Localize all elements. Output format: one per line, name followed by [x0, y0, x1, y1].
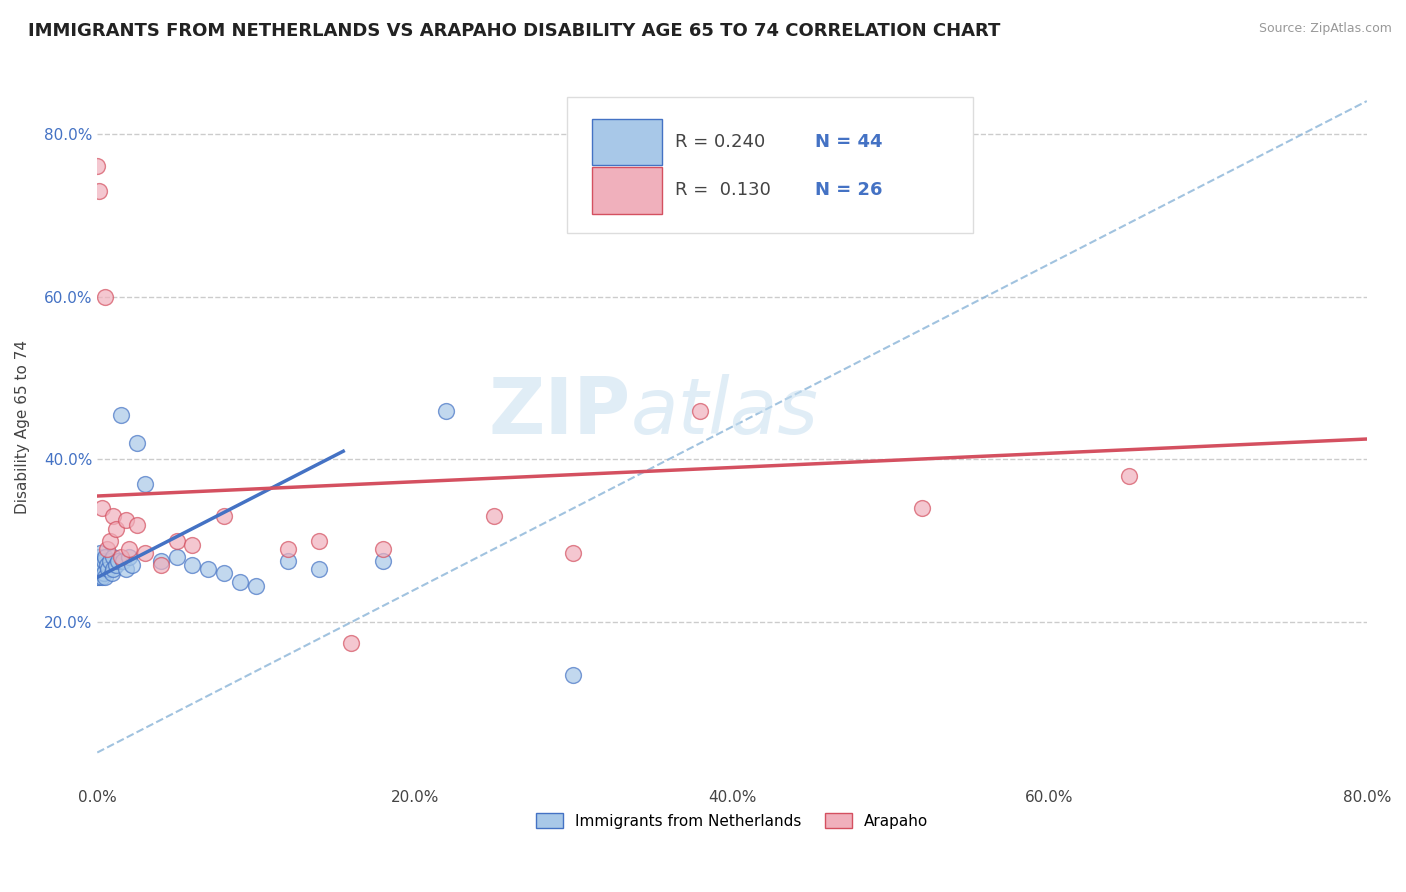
Point: [97, 562, 120, 576]
Point: [87, 570, 110, 584]
Point: [98, 554, 121, 568]
Point: [101, 550, 124, 565]
Point: [87, 184, 110, 198]
Text: atlas: atlas: [630, 375, 818, 450]
Point: [96, 558, 118, 573]
Point: [86, 570, 108, 584]
Point: [245, 578, 267, 592]
Point: [1118, 468, 1140, 483]
Point: [87, 562, 110, 576]
Point: [911, 501, 934, 516]
Point: [434, 403, 457, 417]
Point: [93, 554, 115, 568]
Point: [94, 550, 117, 565]
Point: [89, 566, 111, 581]
Point: [121, 558, 143, 573]
Point: [229, 574, 252, 589]
Text: IMMIGRANTS FROM NETHERLANDS VS ARAPAHO DISABILITY AGE 65 TO 74 CORRELATION CHART: IMMIGRANTS FROM NETHERLANDS VS ARAPAHO D…: [28, 22, 1001, 40]
Point: [166, 550, 188, 565]
Point: [114, 562, 136, 576]
Point: [91, 558, 114, 573]
Point: [86, 558, 108, 573]
Point: [100, 566, 122, 581]
Point: [149, 554, 172, 568]
Legend: Immigrants from Netherlands, Arapaho: Immigrants from Netherlands, Arapaho: [530, 806, 935, 835]
Point: [110, 550, 132, 565]
Point: [308, 562, 330, 576]
Point: [134, 546, 156, 560]
Point: [111, 554, 134, 568]
Point: [91, 501, 114, 516]
Point: [371, 554, 394, 568]
Text: ZIP: ZIP: [488, 375, 630, 450]
Point: [197, 562, 219, 576]
Point: [125, 436, 148, 450]
Point: [181, 538, 204, 552]
Point: [89, 546, 111, 560]
Point: [87, 558, 110, 573]
Point: [134, 476, 156, 491]
Point: [181, 558, 204, 573]
Point: [107, 554, 129, 568]
Point: [340, 635, 363, 649]
Point: [149, 558, 172, 573]
Point: [101, 509, 124, 524]
Point: [482, 509, 505, 524]
FancyBboxPatch shape: [592, 119, 662, 165]
Point: [105, 522, 128, 536]
Point: [562, 668, 585, 682]
Text: Source: ZipAtlas.com: Source: ZipAtlas.com: [1258, 22, 1392, 36]
Point: [105, 558, 128, 573]
Point: [562, 546, 585, 560]
Point: [91, 570, 114, 584]
Y-axis label: Disability Age 65 to 74: Disability Age 65 to 74: [15, 340, 30, 514]
Point: [114, 513, 136, 527]
Point: [371, 541, 394, 556]
Text: N = 44: N = 44: [814, 133, 882, 151]
FancyBboxPatch shape: [567, 97, 973, 234]
Point: [94, 289, 117, 303]
Point: [110, 408, 132, 422]
Text: R =  0.130: R = 0.130: [675, 181, 770, 199]
Point: [125, 517, 148, 532]
Text: R = 0.240: R = 0.240: [675, 133, 765, 151]
Point: [689, 403, 711, 417]
Point: [277, 554, 299, 568]
Point: [212, 509, 235, 524]
Point: [118, 541, 141, 556]
Point: [86, 562, 108, 576]
Point: [91, 562, 114, 576]
Point: [212, 566, 235, 581]
Point: [101, 562, 124, 576]
Text: N = 26: N = 26: [814, 181, 882, 199]
Point: [118, 550, 141, 565]
Point: [89, 554, 111, 568]
Point: [98, 533, 121, 548]
Point: [96, 541, 118, 556]
FancyBboxPatch shape: [592, 168, 662, 214]
Point: [86, 159, 108, 173]
Point: [94, 570, 117, 584]
Point: [87, 550, 110, 565]
Point: [308, 533, 330, 548]
Point: [166, 533, 188, 548]
Point: [93, 566, 115, 581]
Point: [277, 541, 299, 556]
